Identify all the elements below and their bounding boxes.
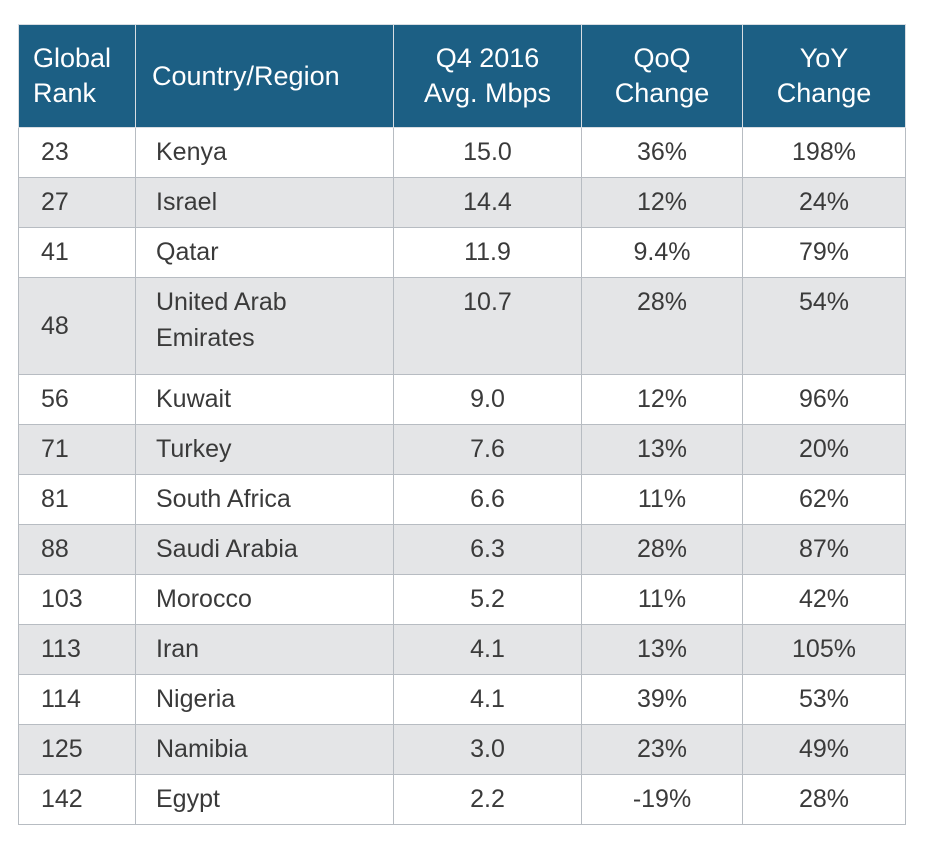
- country-cell: Kenya: [135, 127, 394, 178]
- country-cell: Morocco: [135, 574, 394, 625]
- avg-mbps-cell: 4.1: [393, 624, 582, 675]
- qoq-change-cell: 23%: [581, 724, 743, 775]
- speed-table: Global Rank Country/Region Q4 2016 Avg. …: [18, 24, 906, 825]
- table-row: 81 South Africa 6.6 11% 62%: [18, 474, 906, 525]
- table-row: 103 Morocco 5.2 11% 42%: [18, 574, 906, 625]
- country-cell: Namibia: [135, 724, 394, 775]
- avg-mbps-cell: 11.9: [393, 227, 582, 278]
- country-line: Emirates: [156, 324, 255, 352]
- table-row: 88 Saudi Arabia 6.3 28% 87%: [18, 524, 906, 575]
- rank-cell: 113: [18, 624, 136, 675]
- qoq-change-cell: 13%: [581, 424, 743, 475]
- rank-cell: 23: [18, 127, 136, 178]
- country-cell: Kuwait: [135, 374, 394, 425]
- table-row: 142 Egypt 2.2 -19% 28%: [18, 774, 906, 825]
- header-row: Global Rank Country/Region Q4 2016 Avg. …: [18, 24, 906, 128]
- yoy-change-cell: 28%: [742, 774, 906, 825]
- avg-mbps-cell: 4.1: [393, 674, 582, 725]
- table-row: 56 Kuwait 9.0 12% 96%: [18, 374, 906, 425]
- rank-cell: 56: [18, 374, 136, 425]
- qoq-change-cell: 12%: [581, 374, 743, 425]
- avg-mbps-cell: 3.0: [393, 724, 582, 775]
- avg-mbps-cell: 14.4: [393, 177, 582, 228]
- header-country: Country/Region: [135, 24, 394, 128]
- qoq-change-cell: 39%: [581, 674, 743, 725]
- qoq-change-cell: -19%: [581, 774, 743, 825]
- rank-cell: 103: [18, 574, 136, 625]
- header-yoy-change-label: YoY Change: [776, 43, 872, 108]
- table-row: 48 United Arab Emirates 10.7 28% 54%: [18, 277, 906, 375]
- table-row: 71 Turkey 7.6 13% 20%: [18, 424, 906, 475]
- rank-cell: 27: [18, 177, 136, 228]
- country-cell: Saudi Arabia: [135, 524, 394, 575]
- avg-mbps-cell: 6.6: [393, 474, 582, 525]
- country-cell: United Arab Emirates: [135, 277, 394, 375]
- qoq-change-cell: 9.4%: [581, 227, 743, 278]
- country-cell: Iran: [135, 624, 394, 675]
- country-cell: South Africa: [135, 474, 394, 525]
- country-cell: Turkey: [135, 424, 394, 475]
- rank-cell: 71: [18, 424, 136, 475]
- header-avg-mbps: Q4 2016 Avg. Mbps: [393, 24, 582, 128]
- yoy-change-cell: 87%: [742, 524, 906, 575]
- rank-cell: 114: [18, 674, 136, 725]
- table-body: 23 Kenya 15.0 36% 198% 27 Israel 14.4 12% 24% 41 Qa…: [18, 127, 906, 825]
- header-global-rank-label: Global Rank: [33, 43, 112, 108]
- rank-cell: 88: [18, 524, 136, 575]
- header-global-rank: Global Rank: [18, 24, 136, 128]
- yoy-change-cell: 198%: [742, 127, 906, 178]
- header-country-label: Country/Region: [152, 60, 340, 91]
- qoq-change-cell: 11%: [581, 474, 743, 525]
- avg-mbps-cell: 2.2: [393, 774, 582, 825]
- avg-mbps-cell: 15.0: [393, 127, 582, 178]
- country-cell: Egypt: [135, 774, 394, 825]
- yoy-change-cell: 24%: [742, 177, 906, 228]
- table-row: 114 Nigeria 4.1 39% 53%: [18, 674, 906, 725]
- qoq-change-cell: 11%: [581, 574, 743, 625]
- rank-cell: 81: [18, 474, 136, 525]
- yoy-change-cell: 54%: [742, 277, 906, 375]
- yoy-change-cell: 20%: [742, 424, 906, 475]
- header-qoq-change: QoQ Change: [581, 24, 743, 128]
- qoq-change-cell: 36%: [581, 127, 743, 178]
- rank-cell: 48: [18, 277, 136, 375]
- table-row: 27 Israel 14.4 12% 24%: [18, 177, 906, 228]
- header-avg-mbps-label: Q4 2016 Avg. Mbps: [423, 43, 552, 108]
- header-yoy-change: YoY Change: [742, 24, 906, 128]
- yoy-change-cell: 96%: [742, 374, 906, 425]
- table-row: 125 Namibia 3.0 23% 49%: [18, 724, 906, 775]
- avg-mbps-cell: 10.7: [393, 277, 582, 375]
- avg-mbps-cell: 5.2: [393, 574, 582, 625]
- country-cell: Israel: [135, 177, 394, 228]
- qoq-change-cell: 28%: [581, 277, 743, 375]
- rank-cell: 142: [18, 774, 136, 825]
- table-row: 41 Qatar 11.9 9.4% 79%: [18, 227, 906, 278]
- qoq-change-cell: 12%: [581, 177, 743, 228]
- table-container: Global Rank Country/Region Q4 2016 Avg. …: [18, 24, 906, 825]
- yoy-change-cell: 105%: [742, 624, 906, 675]
- table-row: 113 Iran 4.1 13% 105%: [18, 624, 906, 675]
- country-line: United Arab: [156, 288, 287, 316]
- table-header: Global Rank Country/Region Q4 2016 Avg. …: [18, 24, 906, 128]
- yoy-change-cell: 42%: [742, 574, 906, 625]
- table-row: 23 Kenya 15.0 36% 198%: [18, 127, 906, 178]
- rank-cell: 125: [18, 724, 136, 775]
- country-cell: Qatar: [135, 227, 394, 278]
- rank-cell: 41: [18, 227, 136, 278]
- yoy-change-cell: 62%: [742, 474, 906, 525]
- qoq-change-cell: 13%: [581, 624, 743, 675]
- avg-mbps-cell: 7.6: [393, 424, 582, 475]
- yoy-change-cell: 49%: [742, 724, 906, 775]
- yoy-change-cell: 53%: [742, 674, 906, 725]
- country-cell: Nigeria: [135, 674, 394, 725]
- avg-mbps-cell: 6.3: [393, 524, 582, 575]
- avg-mbps-cell: 9.0: [393, 374, 582, 425]
- yoy-change-cell: 79%: [742, 227, 906, 278]
- header-qoq-change-label: QoQ Change: [614, 43, 710, 108]
- qoq-change-cell: 28%: [581, 524, 743, 575]
